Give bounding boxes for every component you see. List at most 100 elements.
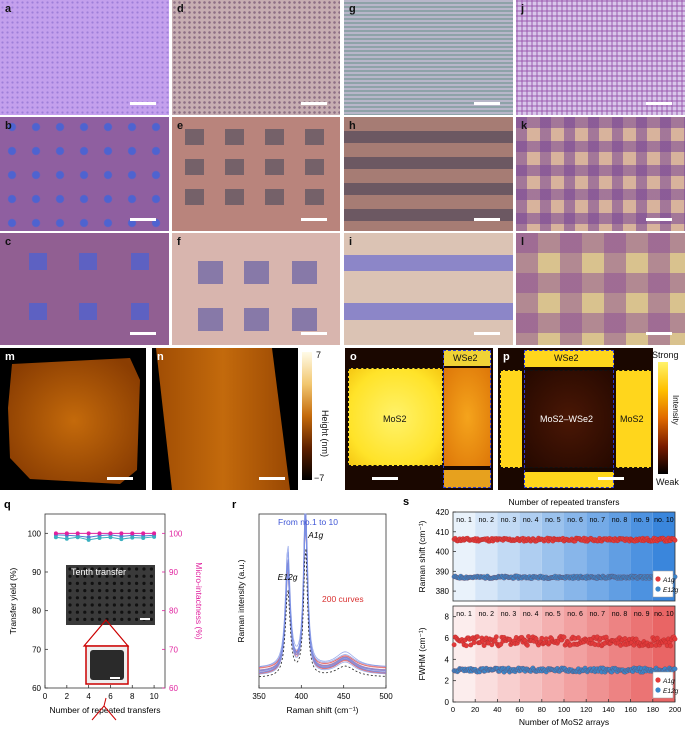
inset-dot <box>149 574 153 578</box>
inset-dot <box>120 617 124 621</box>
panel-label-o: o <box>350 351 357 363</box>
chart-r: r 350 400 450 500 Raman shift (cm⁻¹) Raman int… <box>232 499 393 715</box>
inset-connector <box>91 697 117 721</box>
band-label: no. 5 <box>545 611 561 618</box>
panel-e: e <box>172 117 340 231</box>
inset-dot <box>75 567 79 571</box>
legend-marker-a1g <box>655 677 661 683</box>
inset-dot <box>120 610 124 614</box>
x-tick-label: 6 <box>108 692 113 701</box>
data-point <box>64 536 69 541</box>
data-point <box>119 531 124 536</box>
x-tick-label: 400 <box>295 692 309 701</box>
y2-tick-label: 60 <box>169 684 178 693</box>
inset-dot <box>83 610 87 614</box>
scale-bar <box>474 218 500 221</box>
inset-dots <box>68 567 153 621</box>
inset-dot <box>127 603 131 607</box>
scale-bar <box>130 102 156 105</box>
intensity-colorbar-label: Intensity <box>671 395 680 425</box>
inset-dot <box>120 589 124 593</box>
spectrum-curve <box>258 516 387 669</box>
x-tick-label: 80 <box>538 705 546 714</box>
scale-bar <box>646 218 672 221</box>
inset-dot <box>135 574 139 578</box>
y-tick-label: 420 <box>436 508 450 517</box>
panel-j: j <box>516 0 685 115</box>
scale-bar <box>474 102 500 105</box>
band <box>453 512 476 601</box>
inset-dot <box>142 581 146 585</box>
scale-bar <box>301 218 327 221</box>
y-axis-label: Raman intensity (a.u.) <box>236 559 246 642</box>
inset-dot <box>120 581 124 585</box>
y-tick-label: 380 <box>436 587 450 596</box>
scale-bar <box>598 477 624 480</box>
y2-axis-label: Micro-intactness (%) <box>194 562 204 640</box>
band-label: no. 8 <box>612 517 628 524</box>
y-tick-label: 6 <box>445 634 450 643</box>
panel-label-s: s <box>403 496 409 508</box>
band-label: no. 10 <box>654 611 674 618</box>
inset-image <box>66 565 155 625</box>
band <box>453 606 476 702</box>
panel-label-n: n <box>157 351 164 363</box>
panel-label-i: i <box>349 236 353 248</box>
data-point <box>152 531 157 536</box>
inset-dot <box>120 574 124 578</box>
peak-label-a1g: A1g <box>307 530 323 540</box>
map-p-label-overlap: MoS2–WSe2 <box>540 414 594 424</box>
square-array <box>185 129 324 205</box>
band <box>608 512 631 601</box>
x-tick-label: 140 <box>602 705 615 714</box>
band <box>497 606 520 702</box>
inset-dot <box>142 567 146 571</box>
panel-label-f: f <box>177 236 181 248</box>
inset-dot <box>120 567 124 571</box>
data-point <box>130 535 135 540</box>
data-point <box>141 531 146 536</box>
scale-bar <box>301 102 327 105</box>
scale-bar <box>646 332 672 335</box>
panel-label-h: h <box>349 120 356 132</box>
square-array <box>198 261 317 331</box>
data-point <box>526 634 531 639</box>
legend-label-a1g: A1g <box>662 678 675 685</box>
panel-label-g: g <box>349 3 356 15</box>
y2-tick-label: 80 <box>169 607 178 616</box>
inset-dot <box>112 617 116 621</box>
annotation-range: From no.1 to 10 <box>278 517 338 527</box>
inset-dot <box>149 567 153 571</box>
scale-bar <box>107 477 133 480</box>
x-tick-label: 450 <box>337 692 351 701</box>
inset-dot <box>120 596 124 600</box>
y-tick-label: 400 <box>436 548 450 557</box>
panel-label-q: q <box>4 499 11 511</box>
legend-label-e2g: E12g <box>663 587 679 594</box>
data-point <box>64 531 69 536</box>
panel-n: n <box>152 348 298 490</box>
panel-label-d: d <box>177 3 184 15</box>
y-axis-label: Raman shift (cm⁻¹) <box>417 520 427 592</box>
inset-dot <box>75 574 79 578</box>
mos2-left-region <box>500 370 522 468</box>
inset-dot <box>149 581 153 585</box>
inset-dot <box>90 610 94 614</box>
inset-dot <box>149 596 153 600</box>
inset-dot <box>98 581 102 585</box>
inset-dot <box>149 589 153 593</box>
panel-b: b <box>0 117 169 231</box>
inset-dot <box>68 610 72 614</box>
spectrum-curve <box>258 520 387 668</box>
panel-label-m: m <box>5 351 15 363</box>
inset-dot <box>112 610 116 614</box>
panel-label-e: e <box>177 120 184 132</box>
x-axis-label: Raman shift (cm⁻¹) <box>286 705 358 715</box>
band <box>630 512 653 601</box>
band <box>586 606 609 702</box>
inset-dot <box>142 610 146 614</box>
inset-dot <box>90 596 94 600</box>
band <box>541 606 564 702</box>
panel-p: WSe2 MoS2–WSe2 MoS2 p <box>498 348 653 490</box>
inset-dot <box>112 567 116 571</box>
